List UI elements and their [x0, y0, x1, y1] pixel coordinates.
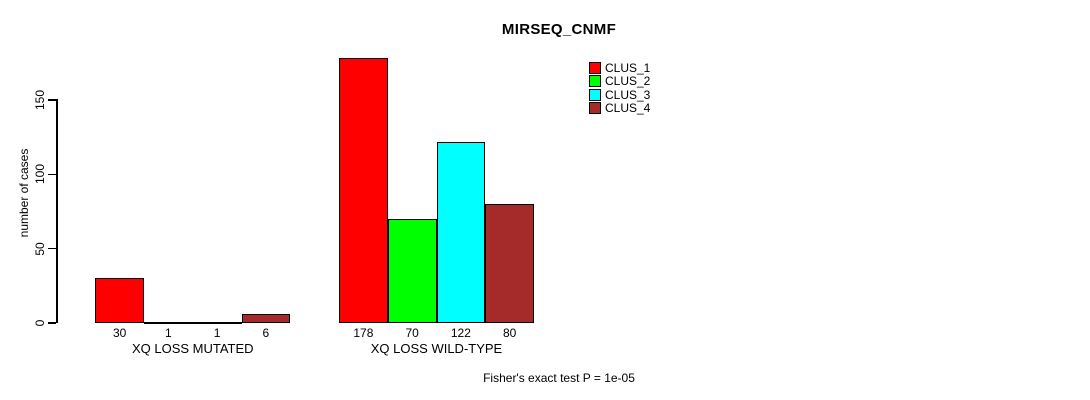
- legend-item-clus_2: CLUS_2: [589, 74, 651, 89]
- bar-clus_1-group2: [339, 58, 388, 323]
- legend-swatch-clus_1: [589, 61, 601, 74]
- legend-item-clus_3: CLUS_3: [589, 88, 650, 102]
- y-tick-mark-150: [48, 99, 56, 101]
- stat-test-note: Fisher's exact test P = 1e-05: [483, 371, 635, 385]
- bar-value-clus_1-group1: 30: [112, 326, 127, 340]
- legend-swatch-clus_4: [589, 102, 601, 115]
- legend: CLUS_1 CLUS_2 CLUS_3 CLUS_4: [589, 61, 650, 115]
- legend-swatch-clus_3: [589, 88, 601, 101]
- y-tick-mark-100: [48, 173, 56, 176]
- bar-value-clus_2-group1: 1: [165, 326, 172, 340]
- y-axis-line: [56, 99, 58, 323]
- bar-value-clus_3-group1: 1: [213, 326, 221, 340]
- y-tick-mark-50: [48, 247, 56, 250]
- bar-clus_4-group2: [485, 204, 534, 323]
- legend-label-clus_2: CLUS_2: [605, 74, 651, 89]
- bar-clus_1-group1: [95, 278, 144, 323]
- bar-value-clus_3-group2: 122: [450, 326, 471, 340]
- legend-label-clus_1: CLUS_1: [605, 60, 651, 75]
- bar-clus_2-group1: [144, 321, 193, 324]
- legend-item-clus_4: CLUS_4: [589, 101, 651, 116]
- y-tick-label-100: 100: [33, 164, 47, 185]
- bar-clus_3-group1: [192, 321, 242, 324]
- bar-clus_3-group2: [436, 141, 486, 323]
- y-axis-title: number of cases: [17, 148, 31, 238]
- legend-item-clus_1: CLUS_1: [589, 61, 650, 75]
- bar-value-clus_4-group1: 6: [262, 326, 270, 340]
- legend-label-clus_4: CLUS_4: [605, 101, 651, 116]
- bar-value-clus_1-group2: 178: [353, 326, 374, 340]
- group-label-1: XQ LOSS MUTATED: [131, 341, 254, 356]
- legend-label-clus_3: CLUS_3: [605, 87, 651, 102]
- bar-value-clus_2-group2: 70: [405, 326, 419, 340]
- chart-title: MIRSEQ_CNMF: [501, 21, 617, 38]
- y-tick-label-50: 50: [33, 241, 47, 256]
- legend-swatch-clus_2: [589, 75, 601, 88]
- y-tick-label-150: 150: [33, 89, 47, 110]
- group-label-2: XQ LOSS WILD-TYPE: [370, 341, 503, 356]
- y-tick-label-0: 0: [33, 319, 47, 327]
- bar-clus_4-group1: [241, 314, 291, 323]
- bar-value-clus_4-group2: 80: [502, 326, 517, 340]
- bar-clus_2-group2: [387, 218, 437, 323]
- y-tick-mark-0: [48, 322, 56, 324]
